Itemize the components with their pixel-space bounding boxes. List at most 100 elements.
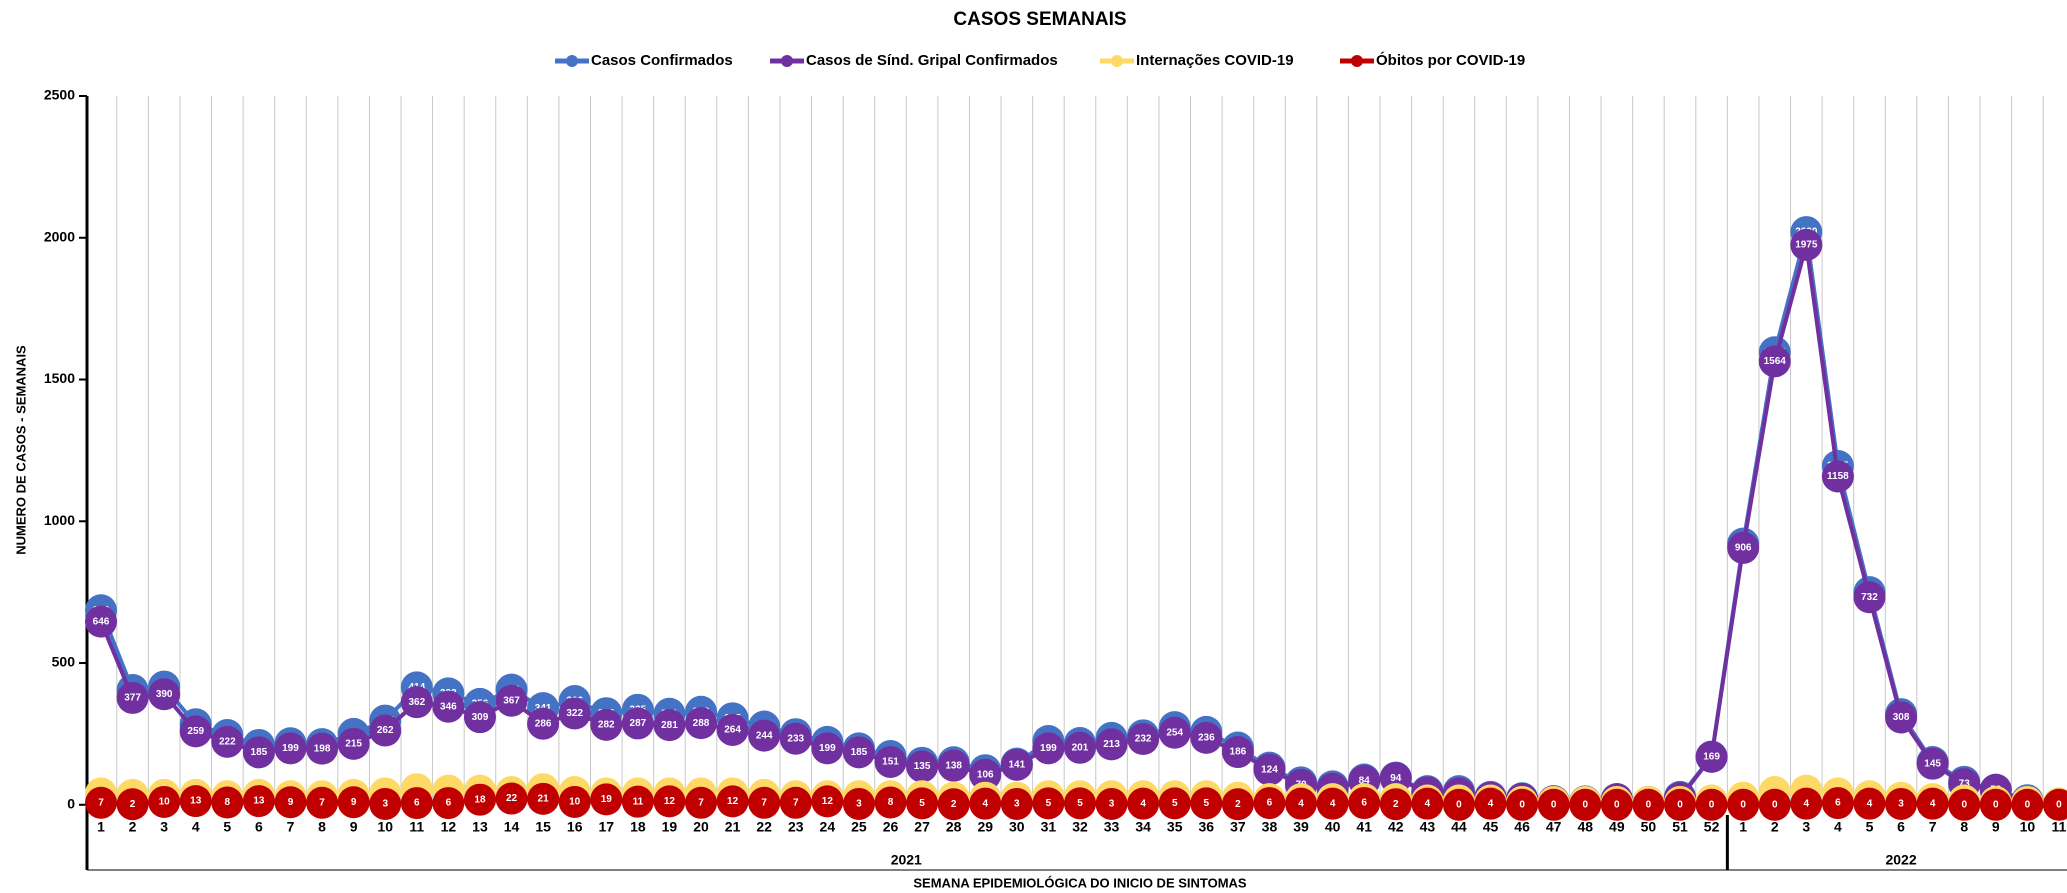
data-point <box>1948 788 1981 821</box>
data-label: 6 <box>446 798 452 809</box>
data-label: 288 <box>693 718 710 729</box>
x-tick-label: 16 <box>567 819 583 835</box>
data-point <box>1821 460 1854 493</box>
x-tick-label: 40 <box>1325 819 1341 835</box>
data-point <box>116 681 149 714</box>
data-label: 0 <box>1582 799 1588 810</box>
data-label: 0 <box>1740 799 1746 810</box>
data-label: 19 <box>601 794 613 805</box>
y-tick-label: 2500 <box>44 87 75 103</box>
data-label: 244 <box>756 730 773 741</box>
legend-label: Casos de Sínd. Gripal Confirmados <box>806 52 1058 69</box>
data-label: 0 <box>1519 799 1525 810</box>
data-label: 254 <box>1166 727 1183 738</box>
data-point <box>748 786 781 819</box>
data-label: 21 <box>538 793 550 804</box>
data-label: 6 <box>1835 798 1841 809</box>
x-tick-label: 4 <box>1834 819 1842 835</box>
x-tick-label: 6 <box>255 819 263 835</box>
data-point <box>463 701 496 734</box>
data-label: 7 <box>761 797 767 808</box>
data-point <box>906 750 939 783</box>
x-tick-label: 3 <box>160 819 168 835</box>
x-tick-label: 9 <box>1992 819 2000 835</box>
chart-title: CASOS SEMANAIS <box>953 9 1126 30</box>
data-label: 13 <box>190 796 202 807</box>
data-point <box>1032 787 1065 820</box>
x-tick-label: 8 <box>318 819 326 835</box>
data-label: 2 <box>1393 799 1399 810</box>
x-tick-label: 5 <box>1866 819 1874 835</box>
y-tick-label: 0 <box>67 795 75 811</box>
x-tick-label: 47 <box>1546 819 1562 835</box>
data-point <box>842 787 875 820</box>
data-point <box>558 697 591 730</box>
data-label: 646 <box>93 616 110 627</box>
data-label: 199 <box>282 743 299 754</box>
data-label: 135 <box>914 761 931 772</box>
data-point <box>527 782 560 815</box>
data-point <box>148 785 181 818</box>
data-point <box>1853 787 1886 820</box>
data-label: 215 <box>345 738 362 749</box>
data-point <box>432 690 465 723</box>
data-point <box>85 605 117 638</box>
x-tick-label: 6 <box>1897 819 1905 835</box>
data-point <box>242 736 275 769</box>
data-point <box>590 783 623 816</box>
legend-label: Óbitos por COVID-19 <box>1376 51 1525 69</box>
x-tick-label: 17 <box>598 819 614 835</box>
x-tick-label: 45 <box>1483 819 1499 835</box>
legend-marker <box>781 55 793 67</box>
data-label: 4 <box>1930 798 1936 809</box>
data-label: 287 <box>630 718 647 729</box>
data-label: 232 <box>1135 734 1152 745</box>
x-tick-label: 49 <box>1609 819 1625 835</box>
data-label: 141 <box>1008 759 1025 770</box>
x-tick-label: 30 <box>1009 819 1025 835</box>
data-point <box>779 722 812 755</box>
x-tick-label: 44 <box>1451 819 1467 835</box>
data-label: 12 <box>727 796 739 807</box>
data-point <box>558 785 591 818</box>
x-tick-label: 24 <box>820 819 836 835</box>
data-label: 2 <box>1235 799 1241 810</box>
data-label: 3 <box>1109 799 1115 810</box>
data-point <box>1695 740 1728 773</box>
data-point <box>1032 732 1065 765</box>
data-point <box>653 709 686 742</box>
x-tick-label: 48 <box>1577 819 1593 835</box>
x-tick-label: 25 <box>851 819 867 835</box>
data-point <box>811 732 844 765</box>
data-point <box>1158 716 1191 749</box>
data-point <box>937 749 970 782</box>
data-label: 282 <box>598 719 615 730</box>
data-label: 322 <box>566 708 583 719</box>
y-tick-label: 1000 <box>44 512 75 528</box>
data-point <box>306 732 339 765</box>
data-label: 1975 <box>1795 239 1818 250</box>
data-label: 367 <box>503 695 520 706</box>
data-point <box>495 684 528 717</box>
x-tick-label: 1 <box>1739 819 1747 835</box>
data-label: 262 <box>377 725 394 736</box>
data-point <box>685 786 718 819</box>
data-point <box>1506 788 1539 821</box>
x-tick-label: 3 <box>1802 819 1810 835</box>
data-label: 286 <box>535 718 552 729</box>
data-point <box>432 787 465 820</box>
data-label: 4 <box>982 798 988 809</box>
data-point <box>1095 787 1128 820</box>
data-label: 186 <box>1230 747 1247 758</box>
x-tick-label: 10 <box>2020 819 2036 835</box>
data-point <box>1000 748 1033 781</box>
data-label: 309 <box>472 712 489 723</box>
data-point <box>969 758 1002 791</box>
data-label: 84 <box>1359 776 1371 787</box>
data-label: 906 <box>1735 543 1752 554</box>
x-tick-label: 12 <box>441 819 457 835</box>
data-point <box>1063 787 1096 820</box>
data-label: 3 <box>1898 799 1904 810</box>
data-point <box>1063 731 1096 764</box>
